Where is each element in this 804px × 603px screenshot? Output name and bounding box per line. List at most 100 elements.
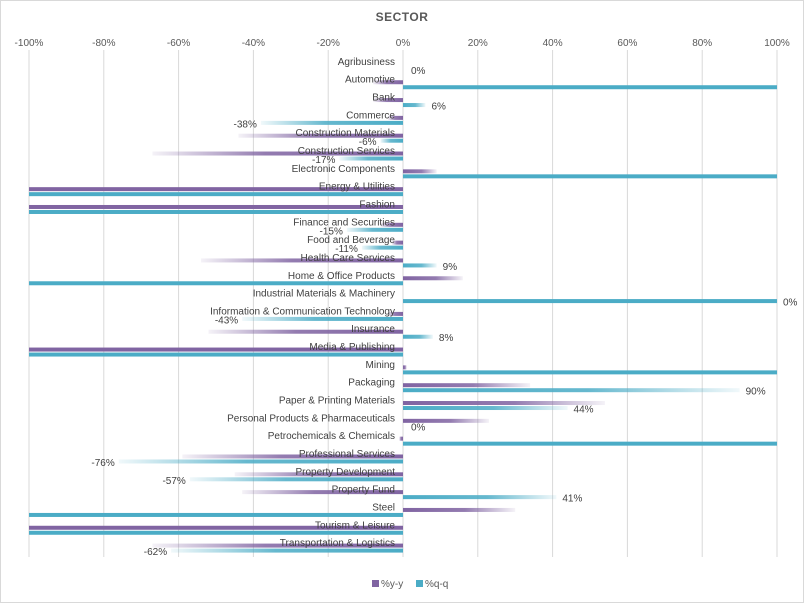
category-label: Media & Publishing [309, 342, 395, 353]
data-label: 8% [439, 333, 454, 344]
category-label: Packaging [348, 378, 395, 389]
bar-q-q [403, 334, 433, 339]
bar-y-y [29, 347, 403, 352]
bar-y-y [29, 525, 403, 530]
bar-q-q [339, 156, 403, 161]
category-label: Property Development [296, 467, 396, 478]
legend-swatch [372, 580, 379, 587]
data-label: 44% [574, 405, 594, 416]
bar-q-q [189, 477, 403, 482]
category-label: Energy & Utilities [319, 182, 395, 193]
bar-y-y [403, 507, 516, 512]
category-label: Paper & Printing Materials [279, 396, 395, 407]
bar-q-q [403, 406, 568, 411]
category-label: Information & Communication Technology [210, 306, 395, 317]
data-label: 90% [746, 387, 766, 398]
data-label: -17% [312, 155, 335, 166]
x-tick-label: 80% [692, 38, 712, 49]
data-label: 41% [562, 494, 582, 505]
data-label: 0% [783, 298, 798, 309]
bar-q-q [403, 495, 557, 500]
bar-q-q [171, 548, 403, 553]
legend-label: %y-y [381, 579, 403, 590]
data-label: -62% [144, 547, 167, 558]
bar-y-y [403, 401, 605, 406]
bar-q-q [346, 227, 403, 232]
x-tick-label: -40% [242, 38, 265, 49]
bar-q-q [29, 352, 403, 357]
category-label: Automotive [345, 75, 395, 86]
data-label: -15% [320, 226, 343, 237]
bar-y-y [152, 543, 403, 548]
data-label: -76% [91, 458, 114, 469]
bar-q-q [403, 85, 777, 90]
data-label: -43% [215, 315, 238, 326]
category-label: Agribusiness [338, 57, 395, 68]
bar-y-y [373, 98, 403, 103]
category-label: Construction Services [298, 146, 395, 157]
category-label: Insurance [351, 324, 395, 335]
bar-y-y [403, 383, 531, 388]
bar-q-q [29, 281, 403, 286]
category-label: Health Care Services [301, 253, 395, 264]
chart-title: SECTOR [376, 10, 429, 24]
bar-y-y [403, 418, 490, 423]
x-tick-label: 40% [543, 38, 563, 49]
x-tick-label: -80% [92, 38, 115, 49]
x-tick-label: 0% [396, 38, 411, 49]
bar-q-q [29, 512, 403, 517]
data-label: 0% [411, 422, 426, 433]
bar-y-y [238, 133, 403, 138]
x-tick-label: -100% [15, 38, 44, 49]
category-labels: Agribusiness Automotive Bank Commerce Constr… [210, 57, 396, 549]
bar-y-y [399, 436, 403, 441]
data-label: 0% [411, 66, 426, 77]
bar-y-y [403, 169, 437, 174]
data-label: -38% [234, 119, 257, 130]
bar-q-q [403, 174, 777, 179]
bar-y-y [29, 204, 403, 209]
data-label: 6% [431, 102, 446, 113]
bar-q-q [118, 459, 403, 464]
bar-q-q [403, 370, 777, 375]
category-label: Personal Products & Pharmaceuticals [227, 413, 395, 424]
category-label: Home & Office Products [288, 271, 395, 282]
bar-y-y [152, 151, 403, 156]
bar-y-y [403, 365, 407, 370]
bar-y-y [234, 472, 403, 477]
x-tick-label: 100% [764, 38, 790, 49]
category-label: Finance and Securities [293, 217, 395, 228]
category-label: Petrochemicals & Chemicals [268, 431, 395, 442]
x-tick-label: 20% [468, 38, 488, 49]
bar-q-q [29, 192, 403, 197]
x-tick-label: 60% [617, 38, 637, 49]
bar-q-q [260, 120, 403, 125]
bar-y-y [29, 187, 403, 192]
data-label: -57% [162, 476, 185, 487]
data-label: -6% [359, 137, 377, 148]
category-label: Commerce [346, 110, 395, 121]
bar-q-q [380, 138, 403, 143]
bar-y-y [388, 115, 403, 120]
legend-label: %q-q [425, 579, 448, 590]
bar-q-q [403, 299, 777, 304]
bar-q-q [29, 209, 403, 214]
bar-q-q [29, 530, 403, 535]
category-label: Tourism & Leisure [315, 520, 395, 531]
category-label: Steel [372, 502, 395, 513]
bar-q-q [242, 316, 403, 321]
bar-y-y [208, 329, 403, 334]
legend: %y-y %q-q [372, 579, 448, 590]
bar-y-y [388, 311, 403, 316]
bar-y-y [373, 80, 403, 85]
category-label: Professional Services [299, 449, 395, 460]
bar-y-y [391, 240, 403, 245]
bar-q-q [403, 263, 437, 268]
data-label: -11% [335, 244, 358, 255]
data-label: 9% [443, 262, 458, 273]
category-label: Food and Beverage [307, 235, 395, 246]
data-labels: 0% 6% -38% -6% -17% -15% -11% 9% 0% -43% 8% 90% 44% 0… [91, 66, 797, 558]
category-label: Construction Materials [296, 128, 395, 139]
x-axis-tick-labels: -100% -80% -60% -40% -20% 0% 20% 40% 60% 80% 100% [15, 38, 790, 49]
